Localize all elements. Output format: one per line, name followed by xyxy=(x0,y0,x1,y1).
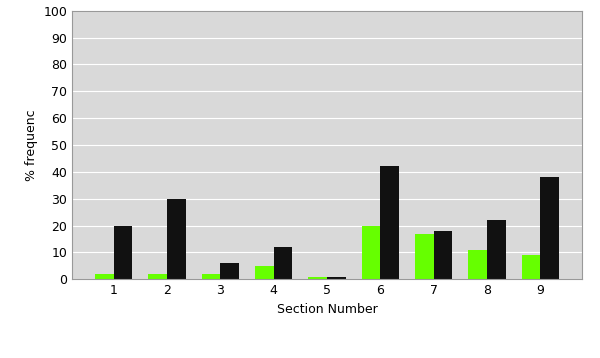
Bar xyxy=(434,231,452,279)
X-axis label: Section Number: Section Number xyxy=(277,303,377,316)
Bar xyxy=(380,166,399,279)
Bar xyxy=(487,220,506,279)
Bar xyxy=(362,226,380,279)
Bar xyxy=(114,226,133,279)
Bar xyxy=(415,233,434,279)
Bar xyxy=(540,177,559,279)
Bar xyxy=(220,263,239,279)
Y-axis label: % frequenc: % frequenc xyxy=(25,109,38,181)
Bar xyxy=(327,276,346,279)
Bar xyxy=(95,274,114,279)
Bar xyxy=(148,274,167,279)
Bar xyxy=(521,255,540,279)
Bar xyxy=(255,266,274,279)
Bar xyxy=(468,250,487,279)
Bar xyxy=(308,276,327,279)
Bar xyxy=(202,274,220,279)
Bar xyxy=(167,199,186,279)
Bar xyxy=(274,247,292,279)
